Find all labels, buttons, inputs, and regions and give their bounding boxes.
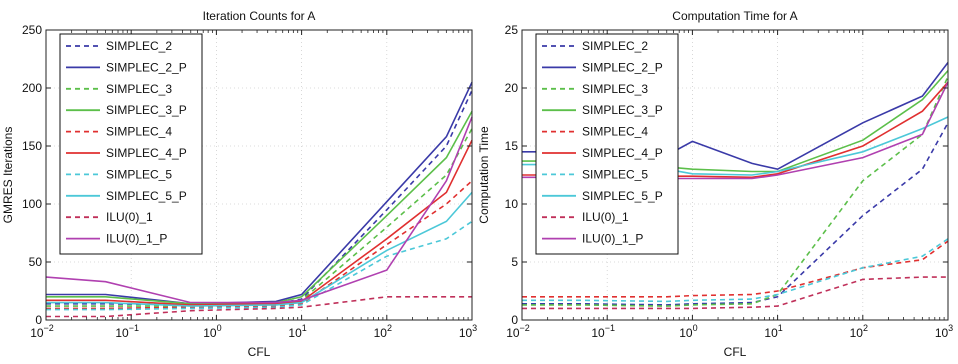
legend-label: SIMPLEC_5_P bbox=[582, 189, 663, 203]
x-tick-label: 10−2 bbox=[506, 323, 530, 340]
x-tick-label: 103 bbox=[459, 323, 477, 340]
y-tick-label: 5 bbox=[511, 255, 518, 269]
series-line-8 bbox=[46, 191, 473, 307]
x-tick-label: 101 bbox=[288, 323, 306, 340]
legend-label: SIMPLEC_4_P bbox=[582, 146, 663, 160]
chart-panel-2: 10−2 10−1 100 101 102 103 0 5 10 15 20 25 Computatio… bbox=[477, 9, 953, 359]
y-tick-label: 250 bbox=[22, 23, 42, 37]
chart-panel-1: 10−2 10−1 100 101 102 103 0 50 100 150 200 250 Itera… bbox=[1, 9, 477, 359]
legend-label: ILU(0)_1_P bbox=[582, 232, 643, 246]
x-tick-label: 100 bbox=[679, 323, 697, 340]
series-line-10 bbox=[45, 116, 473, 304]
x-tick-label: 101 bbox=[764, 323, 782, 340]
legend-label: SIMPLEC_2 bbox=[582, 39, 648, 53]
legend-label: ILU(0)_1_P bbox=[106, 232, 167, 246]
legend-label: SIMPLEC_3_P bbox=[582, 103, 663, 117]
legend-label: SIMPLEC_5 bbox=[106, 167, 172, 181]
series-line-6 bbox=[46, 139, 473, 306]
legend-label: SIMPLEC_2 bbox=[106, 39, 172, 53]
x-tick-label: 102 bbox=[850, 323, 868, 340]
y-tick-label: 150 bbox=[22, 139, 42, 153]
x-tick-label: 103 bbox=[935, 323, 953, 340]
legend-label: SIMPLEC_4 bbox=[106, 125, 172, 139]
y-tick-label: 15 bbox=[505, 139, 519, 153]
series-line-9 bbox=[46, 295, 472, 318]
y-tick-label: 0 bbox=[35, 313, 42, 327]
y-tick-label: 10 bbox=[505, 197, 519, 211]
x-tick-label: 10−1 bbox=[591, 323, 615, 340]
y-axis-label: GMRES Iterations bbox=[1, 127, 15, 224]
series-line-2 bbox=[46, 81, 473, 305]
y-tick-label: 50 bbox=[29, 255, 43, 269]
legend-label: SIMPLEC_4 bbox=[582, 125, 648, 139]
x-tick-label: 10−1 bbox=[115, 323, 139, 340]
y-tick-label: 0 bbox=[511, 313, 518, 327]
axes-frame bbox=[45, 29, 473, 321]
y-tick-label: 20 bbox=[505, 81, 519, 95]
legend-label: ILU(0)_1 bbox=[106, 210, 153, 224]
series-line-5 bbox=[46, 180, 473, 310]
chart-title: Iteration Counts for A bbox=[203, 9, 316, 23]
y-tick-label: 25 bbox=[505, 23, 519, 37]
x-axis-label: CFL bbox=[248, 345, 271, 359]
series-line-7 bbox=[46, 220, 473, 311]
legend-label: SIMPLEC_4_P bbox=[106, 146, 187, 160]
legend-label: SIMPLEC_2_P bbox=[582, 60, 663, 74]
axes-frame bbox=[521, 29, 949, 321]
x-tick-label: 10−2 bbox=[30, 323, 54, 340]
legend-label: SIMPLEC_5 bbox=[582, 167, 648, 181]
legend-label: ILU(0)_1 bbox=[582, 210, 629, 224]
legend-label: SIMPLEC_2_P bbox=[106, 60, 187, 74]
x-tick-label: 102 bbox=[374, 323, 392, 340]
y-tick-label: 100 bbox=[22, 197, 42, 211]
x-tick-label: 100 bbox=[203, 323, 221, 340]
x-axis-label: CFL bbox=[724, 345, 747, 359]
legend-box bbox=[59, 33, 203, 255]
legend-label: SIMPLEC_3 bbox=[582, 82, 648, 96]
legend-label: SIMPLEC_5_P bbox=[106, 189, 187, 203]
legend-box bbox=[535, 33, 679, 255]
chart-title: Computation Time for A bbox=[672, 9, 797, 23]
series-line-4 bbox=[46, 110, 473, 305]
series-line-1 bbox=[522, 122, 949, 306]
legend-label: SIMPLEC_3 bbox=[106, 82, 172, 96]
legend-label: SIMPLEC_3_P bbox=[106, 103, 187, 117]
y-tick-label: 200 bbox=[22, 81, 42, 95]
y-axis-label: Computation Time bbox=[477, 126, 491, 224]
